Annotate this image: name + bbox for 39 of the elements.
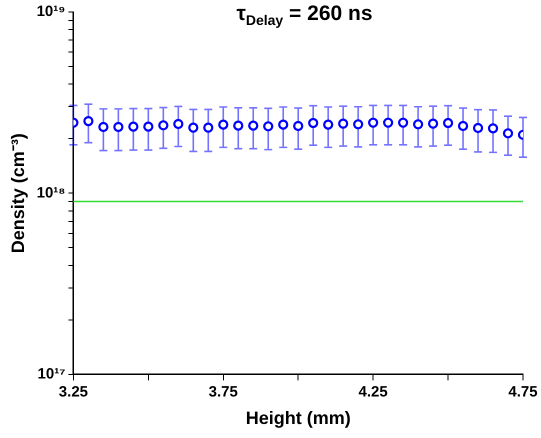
point — [248, 120, 258, 131]
point — [83, 116, 94, 126]
point — [188, 122, 198, 133]
point — [353, 119, 364, 130]
point — [383, 118, 394, 128]
point — [442, 118, 454, 128]
point — [472, 122, 484, 134]
point — [113, 122, 124, 132]
point — [308, 118, 318, 128]
x-tick-label: 4.75 — [508, 384, 538, 401]
point — [233, 120, 244, 131]
point — [412, 119, 424, 130]
point — [263, 121, 274, 132]
y-tick-label: 10¹⁹ — [36, 3, 66, 20]
point — [143, 122, 154, 132]
point — [218, 120, 228, 130]
point — [128, 122, 138, 132]
point — [428, 118, 438, 129]
chart-title: τ$_{Delay}$ = 260 ns — [235, 2, 374, 28]
point — [488, 123, 498, 134]
point — [203, 122, 214, 133]
point — [458, 120, 468, 132]
point — [338, 118, 348, 129]
x-tick-label: 4.25 — [358, 384, 388, 401]
x-tick-label: 3.25 — [58, 384, 88, 401]
point — [398, 118, 408, 128]
y-tick-label: 10¹⁸ — [36, 184, 66, 202]
y-tick-label: 10¹⁷ — [38, 366, 66, 383]
x-tick-label: 3.75 — [208, 384, 238, 401]
point — [98, 122, 108, 132]
point — [323, 120, 334, 130]
y-axis-title: Density (cm⁻³) — [8, 133, 28, 254]
point — [368, 118, 378, 128]
point — [158, 120, 168, 130]
point — [173, 118, 184, 130]
x-axis-title: Height (mm) — [246, 408, 351, 428]
point — [278, 120, 288, 130]
point — [293, 120, 304, 132]
point — [502, 128, 514, 138]
